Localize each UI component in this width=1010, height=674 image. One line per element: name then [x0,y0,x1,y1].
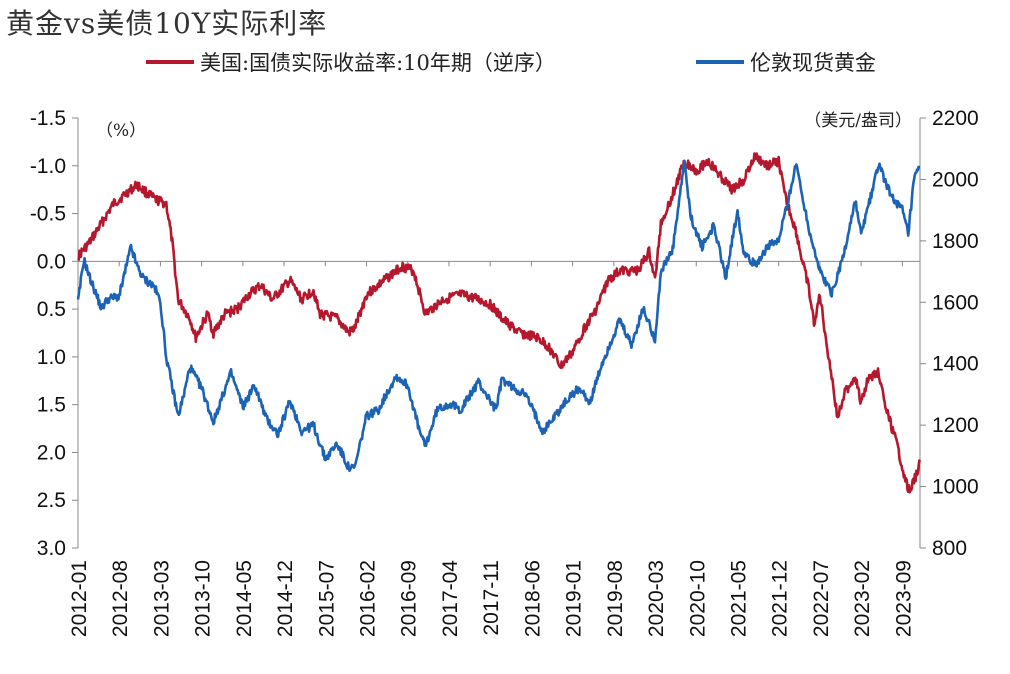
x-tick-label: 2022-07 [810,560,833,637]
x-tick-label: 2013-03 [150,560,173,637]
x-tick-label: 2019-08 [604,560,627,637]
x-tick-label: 2015-07 [315,560,338,637]
right-tick-label: 1600 [932,291,979,314]
legend-item-real-yield: 美国:国债实际收益率:10年期（逆序） [146,44,556,80]
x-tick-label: 2012-01 [68,560,91,637]
left-tick-label: -1.5 [30,107,66,130]
left-tick-label: 2.5 [37,489,66,512]
legend-label-real-yield: 美国:国债实际收益率:10年期（逆序） [200,51,556,75]
left-tick-label: 1.5 [37,394,66,417]
left-tick-label: 0.0 [37,250,66,273]
left-tick-label: -0.5 [30,203,66,226]
left-tick-label: 2.0 [37,441,66,464]
legend-item-gold: 伦敦现货黄金 [696,44,876,80]
x-tick-label: 2021-12 [769,560,792,637]
right-tick-label: 2000 [932,168,979,191]
left-tick-label: 1.0 [37,346,66,369]
x-tick-label: 2012-08 [109,560,132,637]
right-tick-label: 1200 [932,414,979,437]
x-tick-label: 2016-02 [357,560,380,637]
right-tick-label: 1400 [932,353,979,376]
left-tick-label: 3.0 [37,537,66,560]
left-axis-unit: （%） [96,121,146,141]
x-tick-label: 2020-10 [686,560,709,637]
series-line-gold [76,159,921,473]
legend: 美国:国债实际收益率:10年期（逆序） 伦敦现货黄金 [0,44,1010,80]
x-tick-label: 2017-11 [480,560,503,636]
right-axis-unit: （美元/盎司） [804,111,912,131]
x-tick-label: 2023-02 [851,560,874,637]
x-tick-label: 2023-09 [892,560,915,637]
right-tick-label: 1800 [932,230,979,253]
x-tick-label: 2014-05 [233,560,256,637]
chart-title: 黄金vs美债10Y实际利率 [6,7,328,40]
x-tick-label: 2020-03 [645,560,668,637]
x-tick-label: 2014-12 [274,560,297,637]
x-tick-label: 2017-04 [439,560,462,637]
legend-swatch-gold [696,60,744,64]
series-line-real-yield [77,152,922,494]
left-tick-label: 0.5 [37,298,66,321]
legend-label-gold: 伦敦现货黄金 [750,51,876,75]
x-tick-label: 2013-10 [192,560,215,637]
right-tick-label: 800 [932,537,967,560]
left-tick-label: -1.0 [30,155,66,178]
legend-swatch-real-yield [146,60,194,64]
right-tick-label: 1000 [932,476,979,499]
x-tick-label: 2021-05 [727,560,750,637]
right-tick-label: 2200 [932,107,979,130]
x-tick-label: 2016-09 [398,560,421,637]
x-tick-label: 2018-06 [521,560,544,637]
x-tick-label: 2019-01 [563,560,586,637]
